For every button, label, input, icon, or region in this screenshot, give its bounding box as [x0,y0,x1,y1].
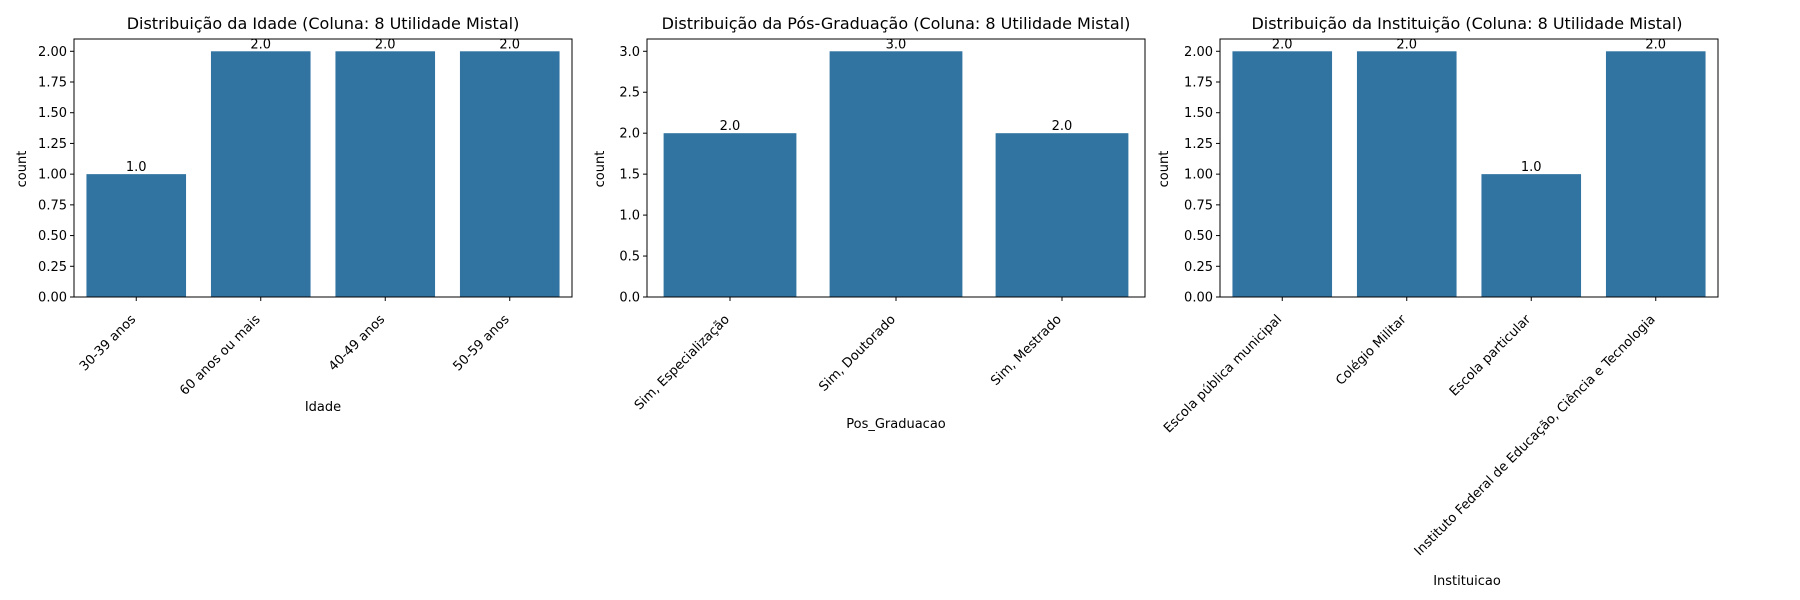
y-tick-label: 1.50 [38,106,67,121]
y-axis-label: count [15,151,30,188]
data-label: 2.0 [1272,37,1293,52]
bar [1481,174,1582,297]
data-label: 2.0 [720,119,741,134]
x-axis-label: Instituicao [1433,574,1501,589]
data-label: 2.0 [1645,37,1666,52]
bar [829,51,963,297]
y-tick-label: 1.0 [619,209,640,224]
bar [1605,51,1706,297]
bar [663,133,797,297]
y-tick-label: 2.00 [38,45,67,60]
data-label: 2.0 [250,37,271,52]
y-tick-label: 2.5 [619,86,640,101]
y-tick-label: 2.00 [1184,45,1213,60]
y-axis-label: count [593,151,608,188]
bar [86,174,187,297]
bar [335,51,436,297]
data-label: 1.0 [126,160,147,175]
y-tick-label: 1.00 [38,168,67,183]
y-tick-label: 0.25 [1184,260,1213,275]
y-tick-label: 1.50 [1184,106,1213,121]
y-tick-label: 0.00 [38,291,67,306]
y-tick-label: 1.25 [38,137,67,152]
x-axis-label: Pos_Graduacao [846,417,946,432]
data-label: 2.0 [1396,37,1417,52]
data-label: 3.0 [886,37,907,52]
y-tick-label: 0.75 [1184,198,1213,213]
y-tick-label: 0.75 [38,198,67,213]
y-tick-label: 3.0 [619,45,640,60]
chart-pos-graduacao: Distribuição da Pós-Graduação (Coluna: 8… [593,14,1146,432]
chart-title: Distribuição da Instituição (Coluna: 8 U… [1251,14,1682,33]
y-tick-label: 1.5 [619,168,640,183]
bar [995,133,1129,297]
chart-idade: Distribuição da Idade (Coluna: 8 Utilida… [15,14,573,415]
axes-frame [73,38,573,298]
y-tick-label: 1.75 [1184,76,1213,91]
chart-title: Distribuição da Idade (Coluna: 8 Utilida… [127,14,520,33]
y-tick-label: 0.50 [1184,229,1213,244]
bar [1232,51,1333,297]
y-tick-label: 0.0 [619,291,640,306]
y-tick-label: 0.5 [619,250,640,265]
data-label: 2.0 [499,37,520,52]
y-tick-label: 0.00 [1184,291,1213,306]
y-tick-label: 0.25 [38,260,67,275]
y-tick-label: 1.25 [1184,137,1213,152]
axes-frame [1219,38,1719,298]
y-tick-label: 1.00 [1184,168,1213,183]
bar [210,51,311,297]
data-label: 1.0 [1521,160,1542,175]
bar [459,51,560,297]
data-label: 2.0 [1052,119,1073,134]
x-axis-label: Idade [305,400,341,415]
data-label: 2.0 [375,37,396,52]
y-tick-label: 2.0 [619,127,640,142]
y-tick-label: 0.50 [38,229,67,244]
plot-area: 1.0 2.0 2.0 2.0 0.00 0.25 0.50 0.75 1.00 1.25 1.50… [38,37,573,399]
chart-title: Distribuição da Pós-Graduação (Coluna: 8… [662,14,1131,33]
bar [1356,51,1457,297]
y-tick-label: 1.75 [38,76,67,91]
y-axis-label: count [1157,151,1172,188]
